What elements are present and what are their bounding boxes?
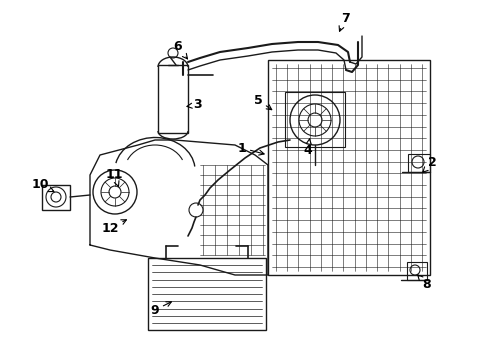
Text: 7: 7 bbox=[339, 12, 349, 31]
Text: 8: 8 bbox=[418, 275, 431, 292]
Bar bbox=[407, 262, 427, 280]
Text: 3: 3 bbox=[187, 99, 201, 112]
Text: 1: 1 bbox=[238, 141, 264, 155]
Bar bbox=[285, 92, 345, 147]
Text: 12: 12 bbox=[101, 220, 126, 234]
Bar bbox=[268, 60, 430, 275]
Text: 4: 4 bbox=[304, 139, 313, 157]
Text: 10: 10 bbox=[31, 179, 54, 192]
Bar bbox=[408, 154, 430, 172]
Bar bbox=[158, 65, 188, 133]
Text: 11: 11 bbox=[105, 168, 123, 186]
Text: 2: 2 bbox=[423, 157, 437, 172]
Text: 9: 9 bbox=[151, 302, 171, 316]
Text: 6: 6 bbox=[173, 40, 188, 59]
Text: 5: 5 bbox=[254, 94, 272, 110]
Bar bbox=[42, 185, 70, 210]
Bar bbox=[148, 258, 266, 330]
